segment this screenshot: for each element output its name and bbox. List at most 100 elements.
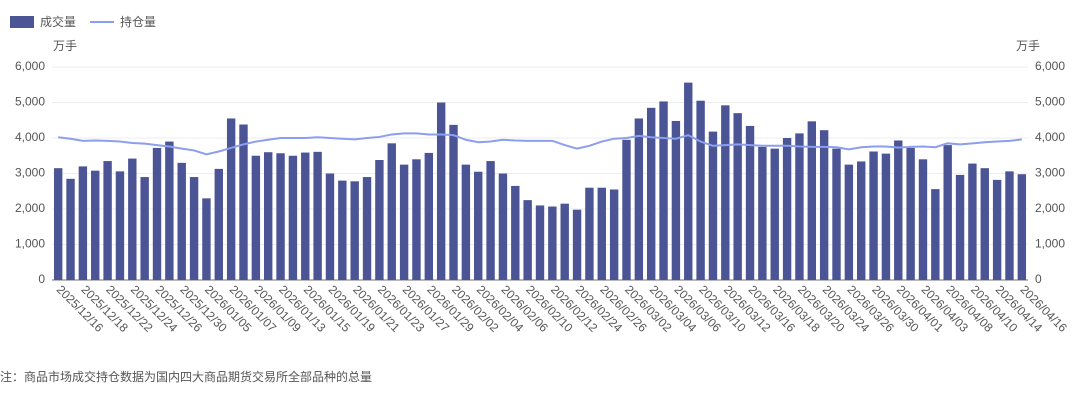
bar: [671, 120, 681, 281]
bar: [399, 164, 409, 280]
bar: [412, 159, 421, 280]
y-tick-label: 5,000: [15, 95, 45, 109]
y-tick-label: 6,000: [15, 59, 45, 73]
bar: [78, 166, 88, 280]
bar: [1005, 171, 1014, 280]
bar: [276, 153, 285, 280]
bar: [226, 118, 236, 280]
bar: [955, 174, 965, 280]
y2-tick-label: 5,000: [1035, 95, 1065, 109]
bar: [66, 178, 75, 280]
bar: [535, 205, 545, 280]
y-tick-label: 4,000: [15, 130, 45, 144]
bar: [474, 171, 483, 280]
y-tick-label: 3,000: [15, 166, 45, 180]
y2-tick-label: 2,000: [1035, 201, 1065, 215]
bar: [91, 170, 100, 280]
bar: [918, 159, 928, 280]
bar: [511, 185, 520, 280]
legend-label: 成交量: [40, 14, 76, 29]
bar: [449, 124, 458, 281]
bar: [350, 181, 359, 280]
bar: [128, 158, 137, 280]
bar: [980, 168, 989, 280]
y2-tick-label: 4,000: [1035, 130, 1065, 144]
bar: [239, 124, 248, 280]
bar: [486, 161, 495, 280]
bar: [931, 189, 940, 280]
bar: [832, 148, 841, 280]
bar: [646, 107, 656, 280]
bar: [943, 145, 952, 280]
bar: [202, 198, 211, 280]
bar: [733, 113, 742, 281]
bar: [103, 161, 112, 280]
y2-tick-label: 1,000: [1035, 237, 1065, 251]
bar: [560, 203, 569, 280]
bar: [177, 162, 186, 280]
bar: [264, 152, 273, 280]
bar: [894, 140, 903, 280]
bar: [338, 180, 347, 280]
bar: [313, 151, 322, 280]
y2-tick-label: 6,000: [1035, 59, 1065, 73]
bar: [684, 82, 693, 281]
bar: [288, 155, 298, 280]
y-unit: 万手: [53, 39, 77, 53]
bar: [609, 189, 619, 280]
bar: [53, 168, 63, 280]
bar: [770, 148, 779, 280]
bar: [819, 130, 829, 280]
y2-tick-label: 3,000: [1035, 166, 1065, 180]
bar: [140, 177, 149, 280]
bar: [572, 209, 582, 280]
bar: [362, 177, 372, 280]
bar: [461, 164, 471, 280]
bar: [548, 206, 557, 280]
bar: [387, 143, 396, 280]
bar: [498, 173, 508, 280]
footnote: 注：商品市场成交持仓数据为国内四大商品期货交易所全部品种的总量: [0, 369, 372, 384]
bar: [844, 164, 854, 280]
y2-tick-label: 0: [1035, 272, 1042, 286]
bar: [857, 161, 866, 280]
bar: [165, 141, 174, 280]
y2-unit: 万手: [1016, 39, 1040, 53]
bar: [968, 163, 977, 280]
bar: [992, 179, 1002, 280]
bar: [745, 125, 755, 281]
bar: [708, 131, 718, 280]
bar: [1017, 174, 1027, 280]
bar: [152, 147, 162, 280]
y-tick-label: 2,000: [15, 201, 45, 215]
bar: [436, 102, 446, 280]
bar: [807, 121, 816, 280]
bar: [597, 187, 606, 280]
y-tick-label: 1,000: [15, 237, 45, 251]
bar: [189, 177, 199, 280]
bar: [659, 101, 668, 280]
bar: [375, 160, 384, 280]
bar: [696, 100, 705, 280]
bar: [523, 200, 532, 280]
bar: [251, 155, 261, 280]
bar: [424, 152, 434, 280]
bar: [115, 171, 125, 280]
bar: [795, 133, 804, 280]
legend-label: 持仓量: [120, 14, 156, 29]
line: [58, 132, 1022, 156]
bar: [881, 153, 891, 280]
bar: [634, 118, 644, 280]
bar: [782, 138, 792, 280]
bar: [325, 173, 335, 280]
bar: [214, 168, 223, 280]
bar: [869, 151, 878, 280]
bar: [301, 152, 310, 280]
bar: [906, 147, 915, 280]
legend-swatch: [10, 16, 34, 28]
y-tick-label: 0: [38, 272, 45, 286]
bar: [758, 146, 767, 280]
bar: [622, 139, 631, 280]
bar: [585, 187, 594, 280]
